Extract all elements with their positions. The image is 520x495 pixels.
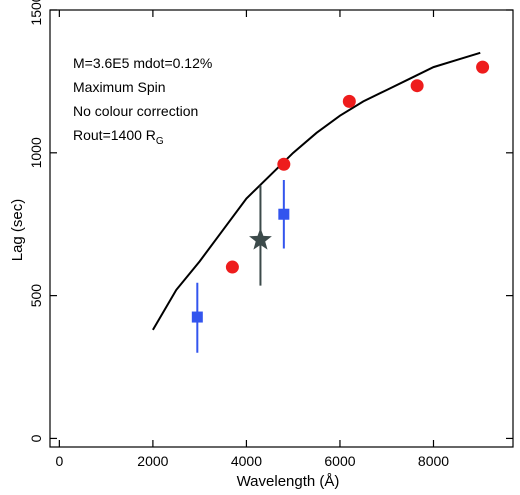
axes — [49, 9, 514, 448]
annotation-text: Rout=1400 RG — [73, 127, 164, 147]
x-axis-label: Wavelength (Å) — [237, 473, 340, 490]
star-point — [249, 227, 272, 250]
y-tick-label: 1000 — [28, 137, 44, 168]
model-curve — [152, 51, 481, 331]
red-circle-point — [225, 260, 239, 274]
y-tick-label: 1500 — [28, 0, 44, 26]
annotation-text: M=3.6E5 mdot=0.12% — [73, 55, 212, 71]
blue-square-point — [278, 208, 290, 220]
x-tick-label: 4000 — [231, 453, 262, 469]
annotations: M=3.6E5 mdot=0.12% Maximum Spin No colour … — [73, 55, 212, 147]
annotation-text: No colour correction — [73, 103, 198, 119]
red-circle-point — [476, 60, 490, 74]
plot-frame — [49, 9, 514, 448]
x-tick-label: 6000 — [324, 453, 355, 469]
red-circle-point — [277, 157, 291, 171]
y-axis-label: Lag (sec) — [9, 199, 26, 262]
annotation-text: Maximum Spin — [73, 79, 166, 95]
x-tick-label: 2000 — [137, 453, 168, 469]
red-circle-point — [410, 79, 424, 93]
plot-series — [152, 51, 490, 353]
y-axis-ticks: 0 500 1000 1500 — [28, 0, 513, 442]
x-tick-label: 8000 — [418, 453, 449, 469]
red-circle-point — [342, 94, 356, 108]
y-tick-label: 0 — [28, 434, 44, 442]
blue-square-point — [191, 311, 203, 323]
x-tick-label: 0 — [55, 453, 63, 469]
y-tick-label: 500 — [28, 284, 44, 308]
x-axis-ticks: 0 2000 4000 6000 8000 — [55, 10, 449, 469]
